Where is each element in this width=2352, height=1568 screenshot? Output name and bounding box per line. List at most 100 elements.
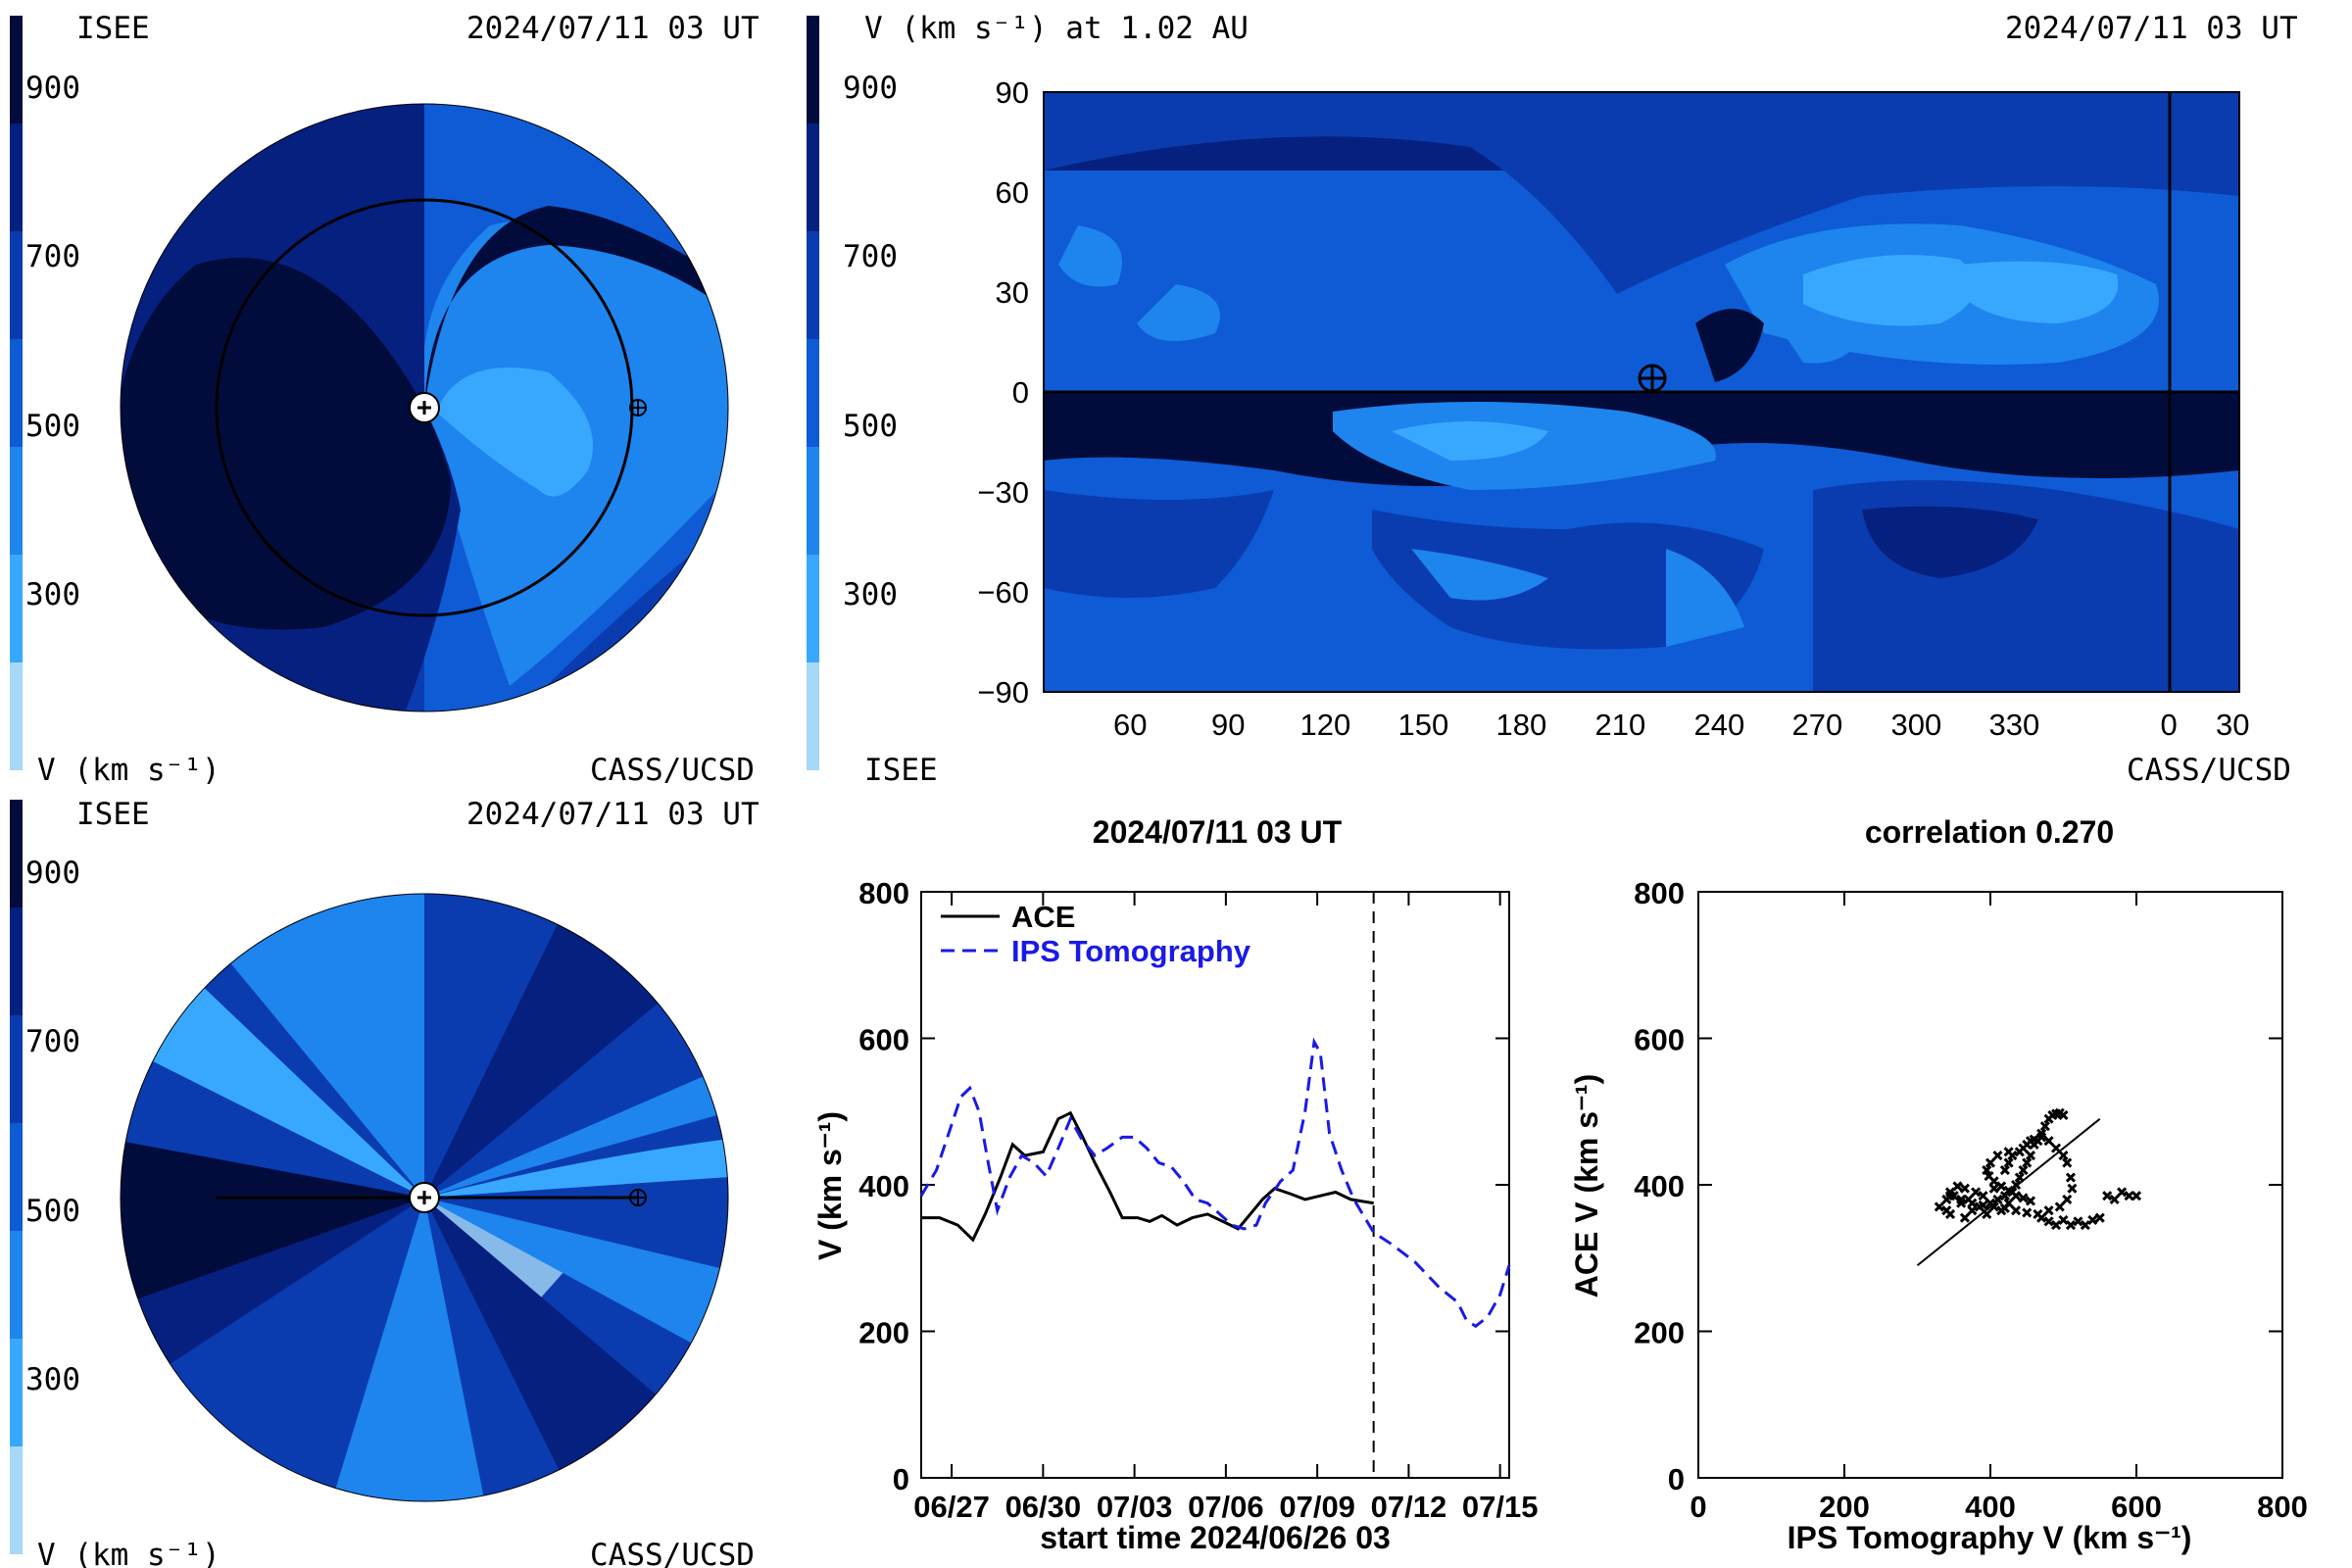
colorbar-tick-700: 700 — [25, 1024, 80, 1059]
timestamp: 2024/07/11 03 UT — [2005, 11, 2298, 46]
map-x-tick-label: 270 — [1791, 708, 1843, 742]
colorbar-tick-900: 900 — [843, 71, 898, 106]
scatter-point — [1984, 1170, 1994, 1182]
scatter-point — [1982, 1208, 1992, 1219]
x-tick-label: 06/30 — [1005, 1490, 1082, 1524]
map-x-tick-label: 300 — [1890, 708, 1942, 742]
scatter-point — [2058, 1151, 2069, 1161]
colorbar-unit-label: V (km s⁻¹) — [37, 1538, 220, 1568]
scatter-point — [1967, 1205, 1978, 1216]
scatter-point — [1959, 1212, 1970, 1223]
panel-synoptic-map: 900 700 500 300 V (km s⁻¹) at 1.02 AU 20… — [784, 0, 2352, 784]
credit-label: CASS/UCSD — [590, 753, 755, 785]
colorbar-tick-700: 700 — [843, 239, 898, 274]
scatter-point — [2062, 1157, 2073, 1168]
scatter-point — [1952, 1181, 1963, 1192]
y-tick-label: 800 — [1634, 876, 1685, 910]
map-x-tick-label: 90 — [1211, 708, 1246, 742]
scatter-point — [2003, 1157, 2014, 1168]
x-tick-label: 200 — [1819, 1490, 1870, 1524]
colorbar-map — [807, 16, 819, 770]
org-label: ISEE — [76, 797, 150, 832]
scatter-point — [2011, 1191, 2022, 1201]
scatter-point — [2067, 1183, 2078, 1194]
colorbar-tick-900: 900 — [25, 71, 80, 106]
scatter-point — [2050, 1220, 2062, 1231]
scatter-chart: correlation 0.270 IPS Tomography V (km s… — [1569, 814, 2308, 1555]
y-axis-label: V (km s⁻¹) — [812, 1111, 848, 1260]
scatter-point — [1999, 1202, 2010, 1213]
y-tick-label: 200 — [858, 1316, 909, 1350]
scatter-point — [1988, 1183, 1999, 1194]
x-tick-label: 0 — [1690, 1490, 1706, 1524]
polar-plot-equatorial — [120, 103, 729, 712]
scatter-point — [2054, 1201, 2065, 1212]
map-x-tick-label: 150 — [1397, 708, 1449, 742]
map-title: V (km s⁻¹) at 1.02 AU — [864, 11, 1249, 46]
scatter-point — [2102, 1191, 2113, 1201]
colorbar-tick-500: 500 — [25, 409, 80, 444]
y-tick-label: 200 — [1634, 1316, 1685, 1350]
panel-top-left-polar: 900 700 500 300 ISEE 2024/07/11 03 UT V … — [0, 0, 784, 784]
scatter-point — [2036, 1212, 2047, 1223]
scatter-point — [2022, 1157, 2033, 1168]
map-y-tick-label: −60 — [977, 575, 1029, 610]
scatter-point — [1934, 1201, 1944, 1212]
y-tick-label: 800 — [858, 876, 909, 910]
x-tick-label: 07/09 — [1279, 1490, 1355, 1524]
polar-plot-meridional — [120, 893, 729, 1502]
map-y-tick-label: −90 — [977, 675, 1029, 710]
map-x-tick-label: 0 — [2160, 708, 2178, 742]
colorbar-tick-300: 300 — [843, 577, 898, 612]
series-line-ace — [921, 1110, 1374, 1243]
scatter-point — [2025, 1196, 2036, 1206]
x-tick-label: 07/06 — [1188, 1490, 1264, 1524]
org-label: ISEE — [864, 753, 938, 785]
x-tick-label: 07/15 — [1462, 1490, 1539, 1524]
y-tick-label: 0 — [1668, 1462, 1685, 1496]
timestamp: 2024/07/11 03 UT — [466, 797, 760, 832]
scatter-point — [2011, 1179, 2022, 1191]
scatter-point — [2131, 1191, 2142, 1201]
x-tick-label: 07/03 — [1097, 1490, 1173, 1524]
x-axis-label: IPS Tomography V (km s⁻¹) — [1788, 1520, 2192, 1555]
synoptic-map-plot — [1043, 91, 2240, 693]
colorbar-unit-label: V (km s⁻¹) — [37, 753, 220, 785]
scatter-point — [2065, 1172, 2077, 1183]
scatter-point — [1971, 1187, 1982, 1198]
colorbar-tick-700: 700 — [25, 239, 80, 274]
scatter-point — [2065, 1220, 2077, 1231]
colorbar-tick-500: 500 — [25, 1194, 80, 1229]
scatter-point — [2018, 1164, 2029, 1176]
y-tick-label: 600 — [1634, 1023, 1685, 1057]
legend-label-ips: IPS Tomography — [1011, 934, 1251, 968]
map-x-tick-label: 330 — [1988, 708, 2040, 742]
scatter-point — [2014, 1172, 2025, 1183]
scatter-point — [1978, 1200, 1988, 1210]
scatter-point — [2087, 1214, 2098, 1225]
scatter-point — [1944, 1187, 1956, 1198]
y-tick-label: 400 — [1634, 1169, 1685, 1203]
map-y-tick-label: 0 — [1011, 375, 1029, 410]
scatter-point — [2073, 1216, 2083, 1227]
credit-label: CASS/UCSD — [590, 1538, 755, 1568]
map-x-tick-label: 60 — [1113, 708, 1148, 742]
scatter-point — [2050, 1143, 2062, 1153]
scatter-point — [1982, 1164, 1992, 1176]
scatter-point — [1967, 1198, 1978, 1208]
scatter-point — [1959, 1183, 1970, 1194]
scatter-point — [1992, 1194, 2003, 1205]
scatter-point — [2018, 1193, 2029, 1203]
plot-frame — [920, 891, 1510, 1479]
scatter-point — [1984, 1157, 1996, 1168]
scatter-point — [2003, 1147, 2014, 1157]
scatter-point — [1999, 1164, 2010, 1176]
scatter-point — [2094, 1212, 2105, 1223]
map-x-tick-label: 120 — [1299, 708, 1351, 742]
scatter-point — [2043, 1216, 2054, 1227]
colorbar-tick-300: 300 — [25, 577, 80, 612]
scatter-point — [1956, 1194, 1967, 1205]
map-y-tick-label: 30 — [995, 275, 1029, 310]
scatter-point — [1941, 1205, 1952, 1216]
scatter-point — [2109, 1194, 2120, 1205]
